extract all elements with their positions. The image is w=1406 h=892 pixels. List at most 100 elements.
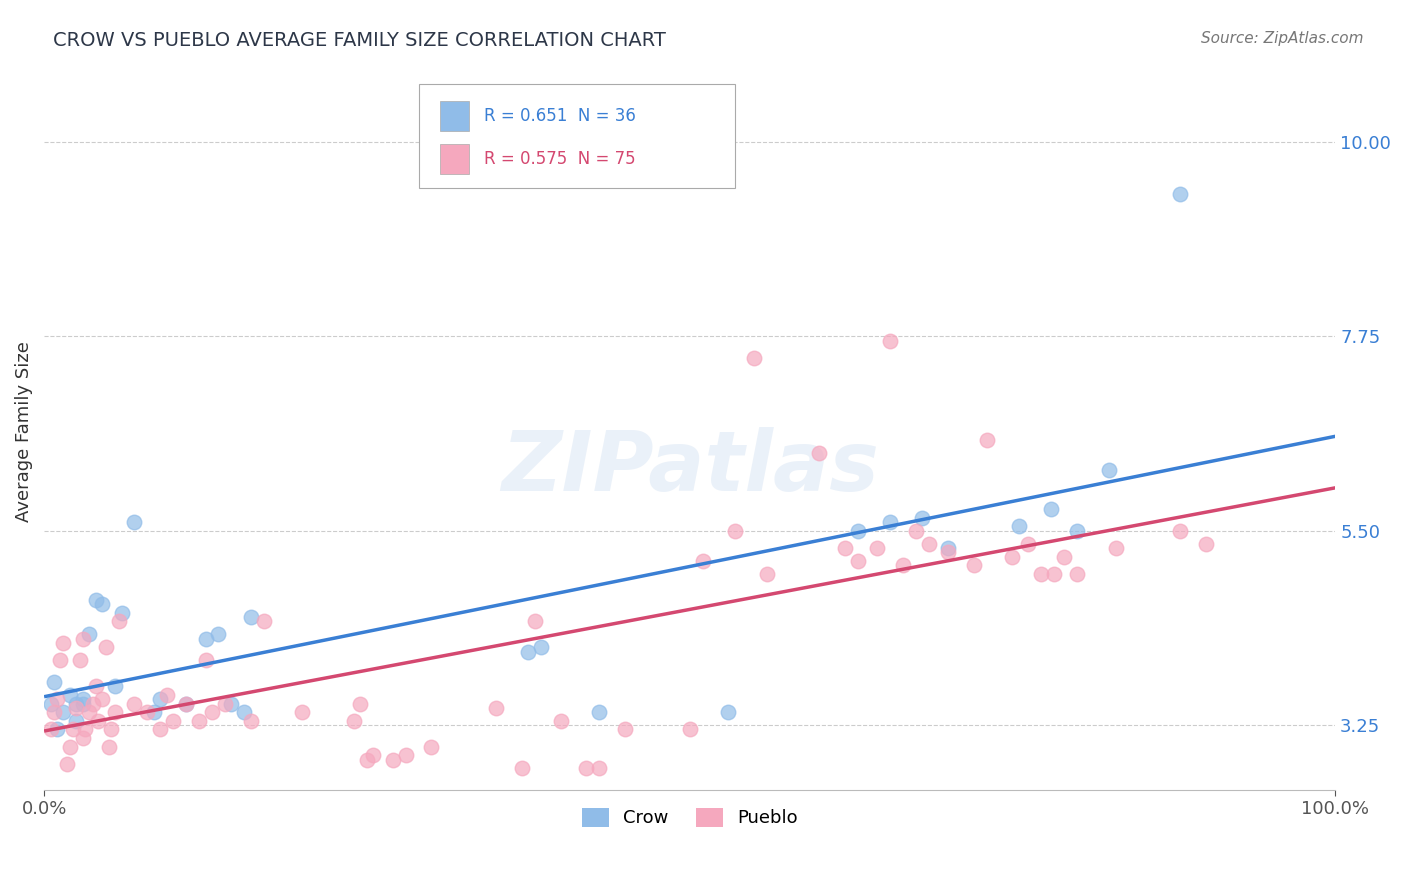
Point: [692, 554, 714, 568]
Point: [866, 541, 889, 555]
Point: [523, 615, 546, 629]
Point: [72, 697, 94, 711]
Point: [188, 714, 211, 728]
Point: [156, 688, 179, 702]
Point: [846, 554, 869, 568]
Point: [363, 748, 385, 763]
Text: CROW VS PUEBLO AVERAGE FAMILY SIZE CORRELATION CHART: CROW VS PUEBLO AVERAGE FAMILY SIZE CORRE…: [53, 31, 666, 50]
Point: [834, 541, 856, 555]
Point: [136, 705, 159, 719]
Point: [395, 748, 418, 763]
Point: [588, 761, 610, 775]
Point: [756, 566, 779, 581]
Point: [356, 753, 378, 767]
Point: [84, 679, 107, 693]
Text: R = 0.651  N = 36: R = 0.651 N = 36: [485, 107, 637, 125]
Point: [110, 606, 132, 620]
Point: [59, 688, 82, 702]
Point: [104, 679, 127, 693]
Point: [291, 705, 314, 719]
Point: [72, 632, 94, 646]
Point: [891, 558, 914, 573]
Point: [69, 653, 91, 667]
Point: [717, 705, 740, 719]
Point: [79, 705, 101, 719]
Point: [517, 645, 540, 659]
Point: [84, 593, 107, 607]
Point: [530, 640, 553, 655]
Point: [124, 697, 146, 711]
FancyBboxPatch shape: [419, 84, 735, 187]
Point: [194, 632, 217, 646]
Point: [724, 524, 747, 538]
Point: [149, 723, 172, 737]
Point: [108, 615, 131, 629]
Point: [588, 705, 610, 719]
Point: [52, 705, 75, 719]
Text: ZIPatlas: ZIPatlas: [501, 426, 879, 508]
Point: [575, 761, 598, 775]
Point: [39, 723, 62, 737]
Point: [1017, 537, 1039, 551]
Point: [963, 558, 986, 573]
Point: [917, 537, 939, 551]
Point: [1008, 519, 1031, 533]
Point: [174, 697, 197, 711]
Legend: Crow, Pueblo: Crow, Pueblo: [575, 801, 806, 835]
Point: [201, 705, 224, 719]
Point: [904, 524, 927, 538]
Point: [239, 714, 262, 728]
Point: [82, 697, 104, 711]
Point: [233, 705, 256, 719]
Point: [911, 511, 934, 525]
Point: [46, 723, 69, 737]
Point: [97, 739, 120, 754]
Point: [679, 723, 702, 737]
Point: [879, 515, 901, 529]
Point: [142, 705, 165, 719]
Point: [1066, 524, 1088, 538]
Point: [936, 545, 959, 559]
Point: [59, 739, 82, 754]
Point: [52, 636, 75, 650]
Point: [124, 515, 146, 529]
Point: [91, 692, 114, 706]
Point: [1040, 502, 1063, 516]
Point: [100, 723, 122, 737]
Point: [239, 610, 262, 624]
Point: [65, 697, 87, 711]
Point: [1195, 537, 1218, 551]
Point: [1001, 549, 1024, 564]
Point: [214, 697, 236, 711]
Point: [846, 524, 869, 538]
Point: [879, 334, 901, 348]
Text: Source: ZipAtlas.com: Source: ZipAtlas.com: [1201, 31, 1364, 46]
Point: [614, 723, 637, 737]
Point: [807, 446, 830, 460]
Point: [44, 675, 66, 690]
Point: [94, 640, 117, 655]
Point: [343, 714, 366, 728]
Point: [1042, 566, 1064, 581]
Point: [46, 692, 69, 706]
Point: [252, 615, 274, 629]
Point: [550, 714, 572, 728]
Point: [104, 705, 127, 719]
Point: [976, 433, 998, 447]
Point: [87, 714, 110, 728]
FancyBboxPatch shape: [440, 101, 468, 131]
Point: [149, 692, 172, 706]
Point: [65, 714, 87, 728]
Point: [510, 761, 533, 775]
Text: R = 0.575  N = 75: R = 0.575 N = 75: [485, 151, 636, 169]
Point: [742, 351, 765, 365]
Point: [39, 697, 62, 711]
FancyBboxPatch shape: [440, 145, 468, 175]
Point: [44, 705, 66, 719]
Point: [62, 723, 84, 737]
Point: [174, 697, 197, 711]
Point: [1098, 463, 1121, 477]
Point: [1105, 541, 1128, 555]
Point: [207, 627, 229, 641]
Point: [72, 692, 94, 706]
